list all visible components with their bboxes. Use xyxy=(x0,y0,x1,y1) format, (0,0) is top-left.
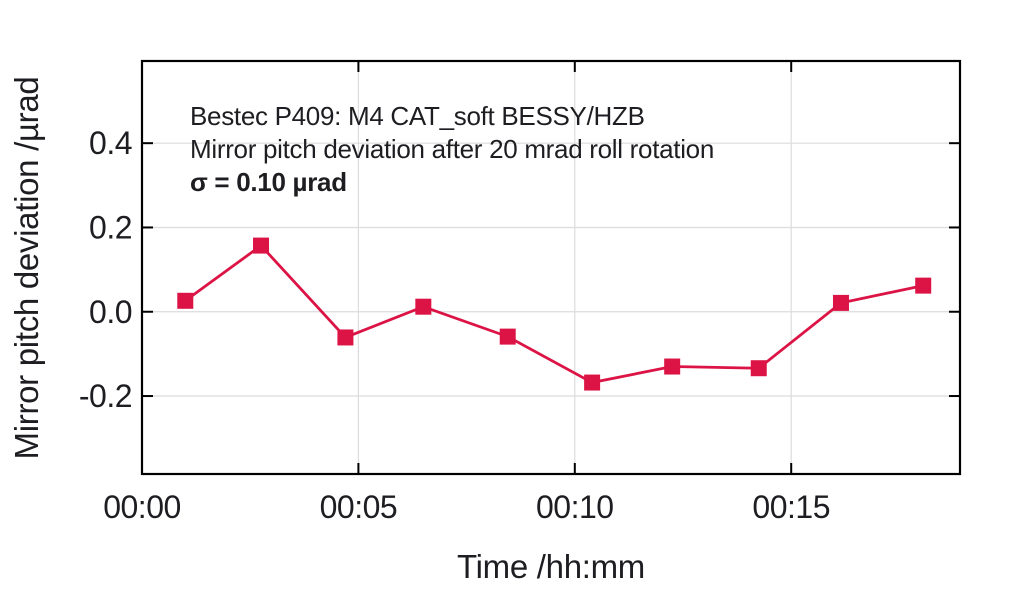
annotation-block: Bestec P409: M4 CAT_soft BESSY/HZB Mirro… xyxy=(190,101,714,197)
y-tick-label: 0.0 xyxy=(89,294,132,330)
series-layer xyxy=(177,237,932,391)
y-tick-label: 0.4 xyxy=(89,125,132,161)
x-tick-label: 00:10 xyxy=(536,489,614,525)
x-tick-label: 00:05 xyxy=(320,489,398,525)
data-point-marker xyxy=(750,360,767,377)
annotation-line-1: Bestec P409: M4 CAT_soft BESSY/HZB xyxy=(190,101,645,131)
data-point-marker xyxy=(499,328,516,345)
tick-label-layer: 00:00 00:05 00:10 00:15 0.4 0.2 0.0 -0.2 xyxy=(79,125,831,525)
y-tick-label: 0.2 xyxy=(89,209,132,245)
data-point-marker xyxy=(664,358,681,375)
x-tick-label: 00:00 xyxy=(103,489,181,525)
data-point-marker xyxy=(337,329,354,346)
grid-layer xyxy=(142,61,960,474)
data-point-marker xyxy=(253,237,270,254)
data-point-marker xyxy=(415,298,432,315)
data-point-marker xyxy=(832,294,849,311)
plot-frame xyxy=(140,59,962,476)
x-axis-label: Time /hh:mm xyxy=(457,548,645,585)
annotation-line-2: Mirror pitch deviation after 20 mrad rol… xyxy=(190,134,714,164)
series-line xyxy=(184,243,924,385)
y-axis-label: Mirror pitch deviation /µrad xyxy=(8,77,45,460)
y-tick-label: -0.2 xyxy=(79,378,132,414)
data-point-marker xyxy=(177,292,194,309)
data-point-marker xyxy=(915,277,932,294)
annotation-line-sigma: σ = 0.10 µrad xyxy=(190,167,347,197)
data-point-marker xyxy=(584,374,601,391)
x-tick-label: 00:15 xyxy=(752,489,830,525)
tick-layer xyxy=(141,61,960,474)
